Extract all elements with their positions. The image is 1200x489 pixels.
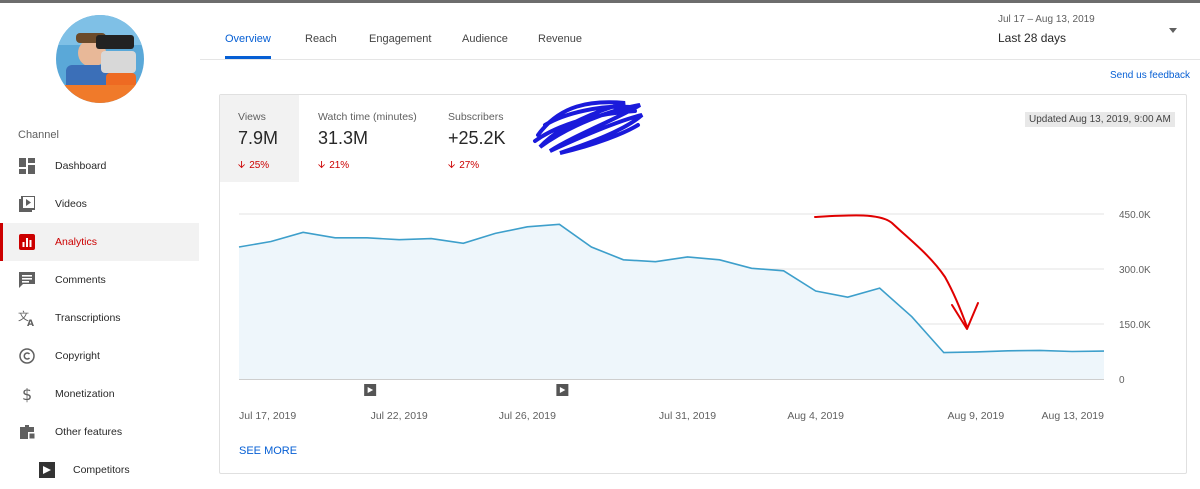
sidebar-item-analytics[interactable]: Analytics [0, 223, 199, 261]
channel-section-label: Channel [18, 129, 59, 141]
arrow-down-icon: 🡫 [318, 160, 326, 171]
analytics-icon [18, 233, 36, 251]
y-tick-label: 450.0K [1119, 210, 1151, 221]
sidebar: Channel Dashboard Videos Analytics Comme… [0, 3, 200, 485]
metric-change: 🡫 21% [318, 158, 349, 175]
channel-avatar[interactable] [56, 15, 144, 103]
window-top-border [0, 0, 1200, 3]
metric-views[interactable]: Views 7.9M 🡫 25% [220, 95, 299, 182]
metric-value: 31.3M [318, 128, 369, 148]
metric-title: Watch time (minutes) [318, 111, 417, 123]
views-line [238, 223, 1105, 354]
x-tick-label: Aug 9, 2019 [948, 410, 1005, 422]
date-range-selector[interactable]: Jul 17 – Aug 13, 2019 Last 28 days [998, 14, 1095, 45]
x-tick-label: Jul 17, 2019 [239, 410, 296, 422]
sidebar-item-copyright[interactable]: Copyright [0, 337, 199, 375]
overview-card: Views 7.9M 🡫 25% Watch time (minutes) 31.… [219, 94, 1187, 474]
y-tick-label: 300.0K [1119, 265, 1151, 276]
arrow-down-icon: 🡫 [238, 160, 246, 171]
sidebar-item-comments[interactable]: Comments [0, 261, 199, 299]
video-marker-icon [364, 384, 377, 396]
dashboard-icon [18, 157, 36, 175]
tab-audience[interactable]: Audience [462, 33, 508, 45]
last-updated-badge: Updated Aug 13, 2019, 9:00 AM [1025, 112, 1175, 127]
sidebar-item-videos[interactable]: Videos [0, 185, 199, 223]
svg-text:文: 文 [18, 309, 29, 323]
date-range-dates: Jul 17 – Aug 13, 2019 [998, 14, 1095, 25]
avatar-image [56, 15, 144, 103]
sidebar-item-other-features[interactable]: Other features [0, 413, 199, 451]
date-range-label: Last 28 days [998, 31, 1067, 45]
monetization-icon: $ [18, 385, 36, 403]
sidebar-item-label: Dashboard [55, 160, 107, 172]
x-tick-label: Jul 22, 2019 [371, 410, 428, 422]
annotation-red-arrow [814, 214, 979, 330]
metric-change: 🡫 25% [238, 158, 269, 175]
metric-change-value: 25% [249, 160, 270, 171]
sidebar-item-label: Videos [55, 198, 87, 210]
see-more-link[interactable]: SEE MORE [239, 445, 298, 457]
sidebar-item-competitors[interactable]: Competitors [0, 451, 199, 489]
metric-value: +25.2K [448, 128, 506, 148]
tab-engagement[interactable]: Engagement [369, 33, 432, 45]
sidebar-item-label: Comments [55, 274, 106, 286]
copyright-icon [18, 347, 36, 365]
sidebar-item-dashboard[interactable]: Dashboard [0, 147, 199, 185]
metric-value: 7.9M [238, 128, 279, 148]
sidebar-item-label: Monetization [55, 388, 115, 400]
x-axis-ticks: Jul 17, 2019 Jul 22, 2019 Jul 26, 2019 Jul … [239, 410, 1104, 422]
comments-icon [18, 271, 36, 289]
sidebar-item-label: Other features [55, 426, 123, 438]
x-tick-label: Jul 31, 2019 [659, 410, 716, 422]
arrow-down-icon: 🡫 [448, 160, 456, 171]
metric-title: Subscribers [448, 111, 504, 123]
y-tick-label: 0 [1119, 375, 1125, 386]
sidebar-item-label: Competitors [73, 464, 130, 476]
x-tick-label: Jul 26, 2019 [499, 410, 556, 422]
video-marker-icon [556, 384, 569, 396]
metric-change-value: 27% [459, 160, 480, 171]
x-tick-label: Aug 4, 2019 [787, 410, 844, 422]
metric-title: Views [238, 111, 266, 123]
y-axis-ticks: 0 150.0K 300.0K 450.0K [1119, 210, 1151, 386]
tab-reach[interactable]: Reach [305, 33, 337, 45]
y-tick-label: 150.0K [1119, 320, 1151, 331]
metric-change: 🡫 27% [448, 158, 479, 175]
views-chart: 0 150.0K 300.0K 450.0K Jul 17, 2019 Jul 22, … [238, 210, 1151, 422]
tab-revenue[interactable]: Revenue [538, 33, 583, 45]
competitors-icon [38, 461, 56, 479]
redaction-scribble [533, 100, 644, 155]
sidebar-item-label: Analytics [55, 236, 98, 248]
tab-overview[interactable]: Overview [225, 33, 271, 45]
views-area [239, 224, 1104, 379]
analytics-tab-bar: Overview Reach Engagement Audience Reven… [200, 3, 1200, 60]
metric-subscribers[interactable]: Subscribers +25.2K 🡫 27% [430, 95, 530, 182]
sidebar-item-monetization[interactable]: $ Monetization [0, 375, 199, 413]
metric-change-value: 21% [329, 160, 350, 171]
other-features-icon [18, 423, 36, 441]
svg-text:$: $ [22, 385, 32, 403]
sidebar-item-label: Transcriptions [55, 312, 121, 324]
chevron-down-icon[interactable] [1169, 28, 1177, 33]
active-tab-indicator [225, 56, 271, 59]
videos-icon [18, 195, 36, 213]
x-tick-label: Aug 13, 2019 [1042, 410, 1105, 422]
send-feedback-link[interactable]: Send us feedback [1110, 70, 1191, 81]
sidebar-item-label: Copyright [55, 350, 100, 362]
metric-watch-time[interactable]: Watch time (minutes) 31.3M 🡫 21% [300, 95, 428, 182]
video-markers [364, 384, 569, 396]
svg-text:A: A [27, 319, 34, 327]
